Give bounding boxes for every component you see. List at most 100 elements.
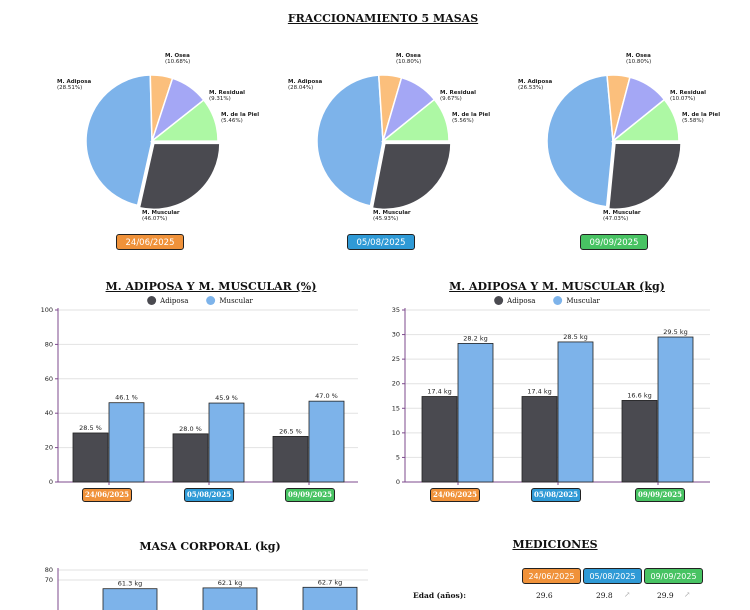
pct-date-badge-1[interactable]: 24/06/2025 xyxy=(82,488,132,502)
kg-date-badge-2[interactable]: 05/08/2025 xyxy=(531,488,581,502)
pie-slice-m-adiposa[interactable] xyxy=(607,142,682,210)
pie-label-value: (5.56%) xyxy=(452,118,474,124)
y-tick-label: 5 xyxy=(396,453,400,461)
pie-slice-m-osea[interactable] xyxy=(149,99,219,142)
pie-label-value: (46.07%) xyxy=(142,216,167,222)
y-tick-label: 20 xyxy=(45,444,53,452)
bar-masa-corporal[interactable] xyxy=(302,586,358,610)
pie-date-button-2[interactable]: 05/08/2025 xyxy=(347,234,415,250)
bar-value-label: 62.7 kg xyxy=(318,578,342,586)
y-tick-label: 100 xyxy=(41,306,53,314)
legend-muscular-label: Muscular xyxy=(566,296,600,305)
y-tick-label: 80 xyxy=(45,566,53,574)
y-tick-label: 0 xyxy=(396,478,400,486)
bar-muscular[interactable] xyxy=(657,336,694,483)
bar-muscular[interactable] xyxy=(208,402,245,483)
pie-slice-m-adiposa[interactable] xyxy=(371,142,452,211)
legend-adiposa-dot xyxy=(494,296,504,305)
edit-icon[interactable]: ↗ xyxy=(624,590,631,599)
pie-label-name: M. de la Piel xyxy=(682,112,720,118)
pct-date-badge-2[interactable]: 05/08/2025 xyxy=(184,488,234,502)
bar-value-label: 46.1 % xyxy=(115,394,138,402)
bar-adiposa[interactable] xyxy=(272,436,309,483)
mediciones-date-1[interactable]: 24/06/2025 xyxy=(522,568,581,584)
bar-adiposa[interactable] xyxy=(72,432,109,483)
legend-muscular-dot xyxy=(206,296,216,305)
bar-chart-kg: 0 5 10 15 20 25 30 35 17.4 kg 28.2 kg 17.4 kg 28.5 … xyxy=(392,306,710,486)
y-tick-label: 60 xyxy=(45,375,53,383)
pie-label-value: (10.80%) xyxy=(396,59,421,65)
bar-muscular[interactable] xyxy=(557,341,594,483)
pie-slice-m-osea[interactable] xyxy=(380,98,450,142)
bar-chart-masa-corporal: 70 80 61.3 kg 62.1 kg 62.7 kg xyxy=(45,566,368,610)
bar-adiposa[interactable] xyxy=(421,396,458,483)
y-tick-label: 35 xyxy=(392,306,400,314)
pie-label-name: M. Adiposa xyxy=(57,79,92,85)
pie-label-name: M. Muscular xyxy=(603,210,641,216)
edit-icon[interactable]: ↗ xyxy=(684,590,691,599)
pie-label-value: (9.31%) xyxy=(209,96,231,102)
pie-slice-m-adiposa[interactable] xyxy=(138,142,221,211)
pie-label-name: M. Osea xyxy=(626,53,651,59)
bar-value-label: 47.0 % xyxy=(315,392,338,400)
pie-charts: M. Adiposa(28.51%)M. Muscular(46.07%)M. … xyxy=(57,53,720,222)
bar-value-label: 28.5 kg xyxy=(563,333,587,341)
bar-value-label: 16.6 kg xyxy=(627,391,651,399)
y-tick-label: 15 xyxy=(392,404,400,412)
bar-muscular[interactable] xyxy=(457,343,494,483)
mediciones-title: MEDICIONES xyxy=(512,538,598,551)
y-tick-label: 0 xyxy=(49,478,53,486)
y-tick-label: 10 xyxy=(392,429,400,437)
y-tick-label: 30 xyxy=(392,331,400,339)
mediciones-date-2[interactable]: 05/08/2025 xyxy=(583,568,642,584)
y-tick-label: 25 xyxy=(392,355,400,363)
legend-adiposa-label: Adiposa xyxy=(507,296,536,305)
bar-value-label: 28.5 % xyxy=(79,424,102,432)
bar-masa-corporal[interactable] xyxy=(102,588,158,610)
bar-value-label: 29.5 kg xyxy=(663,328,687,336)
bar-adiposa[interactable] xyxy=(621,400,658,483)
masa-corporal-title: MASA CORPORAL (kg) xyxy=(139,540,281,553)
mediciones-value-1: 29.6 xyxy=(536,591,553,600)
bar-masa-corporal[interactable] xyxy=(202,587,258,610)
pie-label-name: M. Osea xyxy=(396,53,421,59)
pie-slice-m-muscular[interactable] xyxy=(316,74,384,207)
pie-label-name: M. de la Piel xyxy=(221,112,259,118)
pie-date-button-1[interactable]: 24/06/2025 xyxy=(116,234,184,250)
bar-kg-legend: Adiposa Muscular xyxy=(494,296,600,305)
legend-adiposa-dot xyxy=(147,296,157,305)
legend-muscular-dot xyxy=(553,296,563,305)
bar-value-label: 45.9 % xyxy=(215,394,238,402)
legend-adiposa-label: Adiposa xyxy=(160,296,189,305)
pie-label-value: (45.93%) xyxy=(373,216,398,222)
bar-pct-title: M. ADIPOSA Y M. MUSCULAR (%) xyxy=(105,280,317,293)
pie-label-name: M. Adiposa xyxy=(518,79,553,85)
bar-value-label: 62.1 kg xyxy=(218,579,242,587)
mediciones-date-3[interactable]: 09/09/2025 xyxy=(644,568,703,584)
pie-slice-m-muscular[interactable] xyxy=(85,74,153,207)
pie-label-value: (28.04%) xyxy=(288,85,313,91)
bar-value-label: 61.3 kg xyxy=(118,580,142,588)
bar-pct-legend: Adiposa Muscular xyxy=(147,296,253,305)
bar-adiposa[interactable] xyxy=(172,433,209,483)
fraccionamiento-title: FRACCIONAMIENTO 5 MASAS xyxy=(287,12,479,25)
pie-label-name: M. Osea xyxy=(165,53,190,59)
bar-muscular[interactable] xyxy=(308,400,345,483)
pie-label-name: M. Residual xyxy=(209,90,245,96)
kg-date-badge-1[interactable]: 24/06/2025 xyxy=(430,488,480,502)
pct-date-badge-3[interactable]: 09/09/2025 xyxy=(285,488,335,502)
pie-date-button-3[interactable]: 09/09/2025 xyxy=(580,234,648,250)
bar-muscular[interactable] xyxy=(108,402,145,483)
pie-label-value: (10.68%) xyxy=(165,59,190,65)
pie-label-name: M. Muscular xyxy=(373,210,411,216)
pie-label-value: (5.46%) xyxy=(221,118,243,124)
bar-adiposa[interactable] xyxy=(521,396,558,483)
pie-label-name: M. Adiposa xyxy=(288,79,323,85)
pie-slice-m-muscular[interactable] xyxy=(546,74,614,208)
pie-slice-m-osea[interactable] xyxy=(610,98,680,142)
legend-muscular-label: Muscular xyxy=(219,296,253,305)
bar-chart-percent: 0 20 40 60 80 100 28.5 % 46.1 % 28.0 % 45.9 % 26.5… xyxy=(41,306,358,486)
kg-date-badge-3[interactable]: 09/09/2025 xyxy=(635,488,685,502)
y-tick-label: 70 xyxy=(45,576,53,584)
pie-label-value: (5.58%) xyxy=(682,118,704,124)
